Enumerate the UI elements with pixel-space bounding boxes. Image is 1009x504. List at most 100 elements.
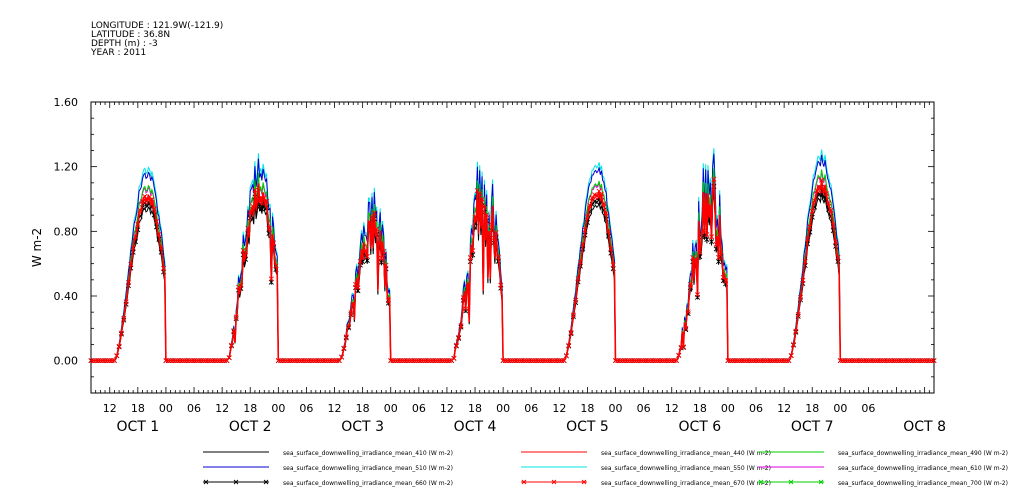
series-marker-8 <box>252 187 258 193</box>
series-marker-8 <box>809 208 815 214</box>
series-marker-8 <box>718 249 724 255</box>
series-marker-8 <box>692 258 698 264</box>
x-hour-label: 18 <box>693 402 707 415</box>
series-marker-8 <box>587 202 593 208</box>
series-marker-8 <box>231 328 237 334</box>
series-marker-8 <box>130 245 136 251</box>
y-tick-label: 1.20 <box>54 161 79 174</box>
x-day-label: OCT 8 <box>903 419 946 435</box>
series-marker-8 <box>589 195 595 201</box>
series-marker-8 <box>151 206 157 212</box>
x-day-label: OCT 6 <box>678 419 721 435</box>
series-marker-8 <box>931 358 937 364</box>
y-tick-label: 0.40 <box>54 290 79 303</box>
legend-label-1: sea_surface_downwelling_irradiance_mean_… <box>283 450 453 457</box>
series-marker-8 <box>786 358 792 364</box>
depth-label: DEPTH (m) : -3 <box>91 39 158 49</box>
x-hour-label: 06 <box>637 402 651 415</box>
series-marker-8 <box>385 298 391 304</box>
series-marker-8 <box>807 224 813 230</box>
series-line-2 <box>91 182 934 362</box>
series-marker-8 <box>711 176 717 182</box>
series-marker-8 <box>577 259 583 265</box>
series-marker-8 <box>268 276 274 282</box>
series-marker-8 <box>369 214 375 220</box>
series-marker-7 <box>594 199 600 205</box>
series-marker-8 <box>451 355 457 361</box>
series-marker-8 <box>161 265 167 271</box>
series-marker-8 <box>360 255 366 261</box>
series-marker-8 <box>828 207 834 213</box>
series-marker-8 <box>812 198 818 204</box>
series-marker-8 <box>374 226 380 232</box>
series-marker-8 <box>488 222 494 228</box>
y-axis-label: W m-2 <box>30 228 44 267</box>
series-marker-8 <box>336 358 342 364</box>
series-marker-8 <box>137 207 143 213</box>
series-marker-8 <box>798 294 804 300</box>
series-marker-8 <box>605 228 612 234</box>
x-day-label: OCT 4 <box>454 419 497 435</box>
series-marker-8 <box>673 358 679 364</box>
series-marker-7 <box>716 259 722 265</box>
legend-label-4: sea_surface_downwelling_irradiance_mean_… <box>283 465 453 472</box>
series-marker-8 <box>603 210 609 216</box>
series-line-7 <box>91 186 934 362</box>
series-marker-8 <box>346 323 352 329</box>
series-marker-8 <box>123 299 129 305</box>
series-marker-8 <box>224 358 230 364</box>
series-marker-7 <box>701 233 708 239</box>
series-marker-8 <box>793 328 799 334</box>
series-marker-8 <box>706 212 712 218</box>
series-marker-8 <box>362 248 368 254</box>
series-marker-8 <box>348 310 354 316</box>
series-marker-8 <box>460 295 466 301</box>
series-marker-8 <box>685 309 691 315</box>
series-marker-8 <box>680 344 686 350</box>
series-marker-8 <box>598 191 605 197</box>
legend-label-7: sea_surface_downwelling_irradiance_mean_… <box>283 480 453 487</box>
series-line-8 <box>91 179 934 362</box>
x-hour-label: 12 <box>552 402 566 415</box>
series-marker-8 <box>723 278 729 284</box>
x-day-label: OCT 3 <box>341 419 384 435</box>
series-marker-8 <box>701 228 708 234</box>
series-marker-8 <box>486 229 492 235</box>
series-marker-8 <box>800 277 806 283</box>
series-marker-8 <box>378 255 384 261</box>
legend-marker-8 <box>581 479 587 485</box>
series-marker-8 <box>467 254 473 261</box>
x-day-label: OCT 7 <box>791 419 834 435</box>
x-hour-label: 12 <box>328 402 342 415</box>
series-marker-8 <box>353 281 359 288</box>
series-marker-8 <box>610 262 616 268</box>
x-hour-label: 12 <box>103 402 117 415</box>
x-hour-label: 06 <box>749 402 763 415</box>
series-marker-7 <box>709 239 715 245</box>
series-marker-8 <box>713 241 719 247</box>
series-marker-7 <box>364 258 370 264</box>
x-hour-label: 12 <box>440 402 454 415</box>
series-marker-8 <box>683 325 689 331</box>
series-marker-8 <box>470 248 476 254</box>
series-marker-8 <box>156 231 162 237</box>
series-marker-8 <box>474 188 480 194</box>
series-marker-8 <box>261 195 267 201</box>
series-marker-8 <box>697 249 703 255</box>
legend-marker-9 <box>788 479 794 485</box>
series-marker-8 <box>273 263 279 269</box>
series-marker-8 <box>264 198 270 204</box>
series-marker-8 <box>498 282 504 288</box>
series-marker-8 <box>568 329 574 336</box>
series-line-3 <box>91 168 934 362</box>
series-marker-8 <box>135 221 141 227</box>
series-marker-8 <box>833 239 839 245</box>
x-hour-label: 00 <box>159 402 173 415</box>
series-marker-8 <box>243 252 249 258</box>
series-marker-8 <box>819 177 825 183</box>
series-marker-8 <box>816 184 822 190</box>
dataset-header: LONGITUDE : 121.9W(-121.9) LATITUDE : 36… <box>91 22 223 58</box>
x-hour-label: 18 <box>131 402 145 415</box>
series-marker-8 <box>479 196 485 202</box>
